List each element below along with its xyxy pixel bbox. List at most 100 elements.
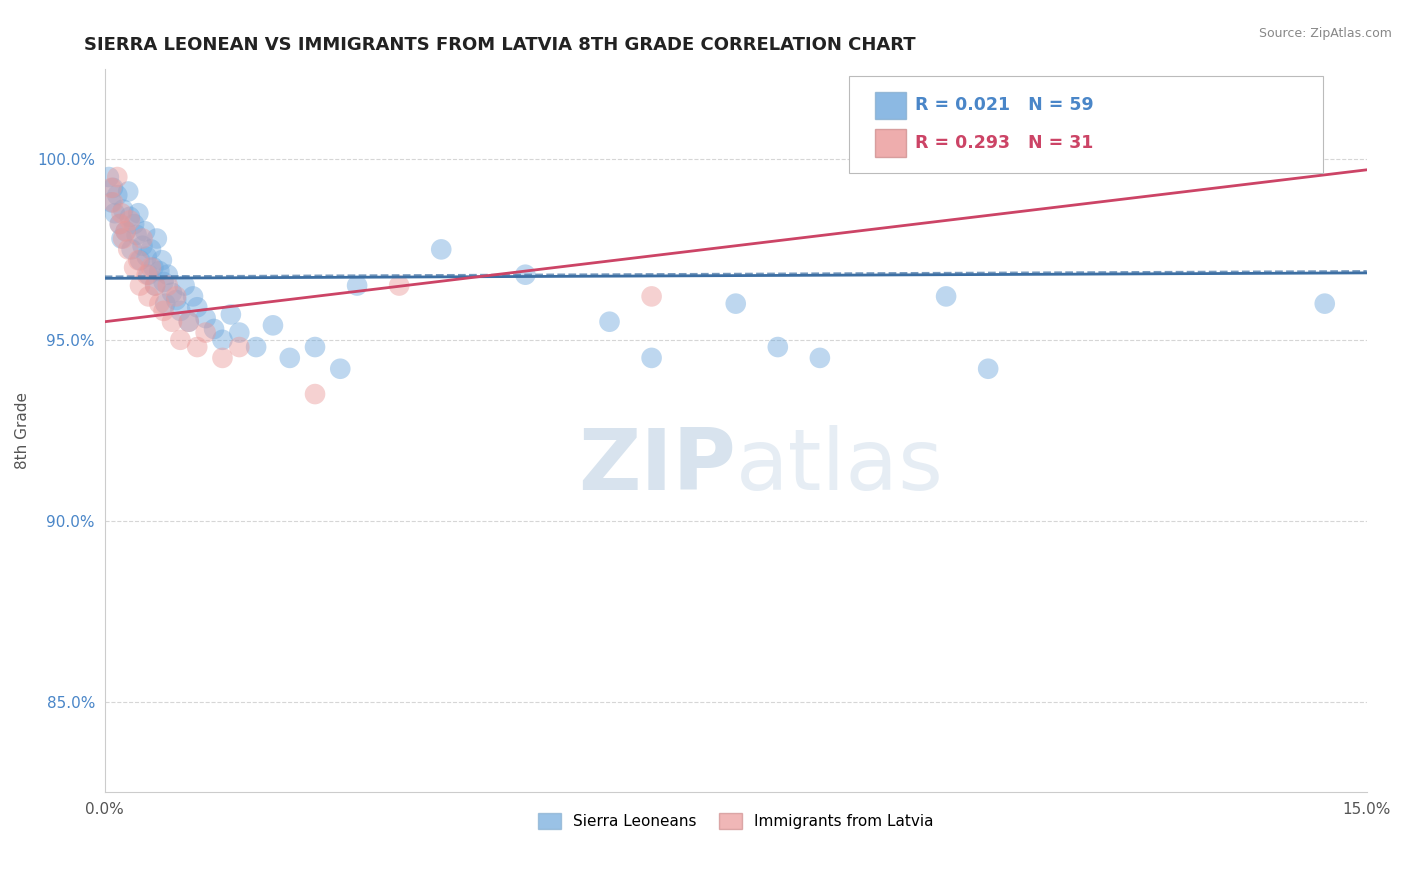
- Point: [304, 340, 326, 354]
- Point: [181, 289, 204, 303]
- Point: [148, 296, 170, 310]
- Bar: [875, 129, 905, 157]
- Point: [117, 185, 139, 199]
- Point: [640, 351, 662, 365]
- Point: [118, 210, 141, 224]
- Text: SIERRA LEONEAN VS IMMIGRANTS FROM LATVIA 8TH GRADE CORRELATION CHART: SIERRA LEONEAN VS IMMIGRANTS FROM LATVIA…: [84, 36, 915, 54]
- Point: [766, 340, 789, 354]
- Point: [127, 253, 149, 268]
- Point: [156, 268, 179, 282]
- Point: [134, 224, 156, 238]
- Point: [977, 361, 1000, 376]
- Point: [169, 304, 191, 318]
- Point: [808, 351, 831, 365]
- Point: [131, 231, 153, 245]
- Point: [114, 224, 136, 238]
- Point: [152, 275, 174, 289]
- Point: [100, 181, 122, 195]
- Point: [219, 308, 242, 322]
- Point: [388, 278, 411, 293]
- Point: [122, 217, 145, 231]
- Point: [278, 351, 301, 365]
- Point: [640, 289, 662, 303]
- Point: [110, 206, 132, 220]
- Point: [599, 315, 621, 329]
- Point: [1313, 296, 1336, 310]
- Text: R = 0.293   N = 31: R = 0.293 N = 31: [915, 134, 1094, 152]
- Point: [156, 278, 179, 293]
- Point: [935, 289, 957, 303]
- Point: [194, 326, 217, 340]
- Point: [202, 322, 225, 336]
- Point: [1271, 145, 1294, 159]
- Point: [228, 340, 250, 354]
- Point: [138, 268, 160, 282]
- Point: [177, 315, 200, 329]
- Point: [228, 326, 250, 340]
- Point: [127, 206, 149, 220]
- Point: [129, 278, 152, 293]
- Point: [724, 296, 747, 310]
- Point: [143, 278, 166, 293]
- Point: [245, 340, 267, 354]
- Bar: [875, 92, 905, 120]
- Point: [131, 239, 153, 253]
- Point: [346, 278, 368, 293]
- Text: ZIP: ZIP: [578, 425, 735, 508]
- Point: [135, 268, 157, 282]
- Point: [165, 293, 187, 307]
- Point: [165, 289, 187, 303]
- Point: [114, 224, 136, 238]
- Point: [143, 278, 166, 293]
- Point: [125, 227, 148, 242]
- Point: [186, 300, 208, 314]
- Point: [155, 296, 177, 310]
- Point: [135, 250, 157, 264]
- Point: [101, 195, 124, 210]
- Point: [430, 243, 453, 257]
- Point: [138, 289, 160, 303]
- Point: [152, 304, 174, 318]
- Legend: Sierra Leoneans, Immigrants from Latvia: Sierra Leoneans, Immigrants from Latvia: [531, 806, 941, 835]
- Text: atlas: atlas: [735, 425, 943, 508]
- Point: [118, 213, 141, 227]
- Point: [173, 278, 195, 293]
- Point: [117, 243, 139, 257]
- Point: [211, 333, 233, 347]
- Point: [112, 202, 135, 217]
- Point: [160, 315, 183, 329]
- Point: [139, 243, 162, 257]
- Point: [177, 315, 200, 329]
- Point: [146, 231, 169, 245]
- Point: [304, 387, 326, 401]
- Point: [329, 361, 352, 376]
- Point: [262, 318, 284, 333]
- Point: [139, 260, 162, 275]
- Point: [97, 169, 120, 184]
- Point: [142, 260, 165, 275]
- Point: [122, 260, 145, 275]
- Point: [104, 206, 127, 220]
- Point: [121, 243, 143, 257]
- Point: [129, 253, 152, 268]
- Point: [100, 195, 122, 210]
- Text: R = 0.021   N = 59: R = 0.021 N = 59: [915, 96, 1094, 114]
- Text: Source: ZipAtlas.com: Source: ZipAtlas.com: [1258, 27, 1392, 40]
- Y-axis label: 8th Grade: 8th Grade: [15, 392, 30, 468]
- Point: [211, 351, 233, 365]
- FancyBboxPatch shape: [849, 76, 1323, 173]
- Point: [101, 181, 124, 195]
- Point: [160, 285, 183, 300]
- Point: [105, 169, 128, 184]
- Point: [112, 231, 135, 245]
- Point: [108, 217, 131, 231]
- Point: [169, 333, 191, 347]
- Point: [108, 217, 131, 231]
- Point: [186, 340, 208, 354]
- Point: [148, 264, 170, 278]
- Point: [515, 268, 537, 282]
- Point: [110, 231, 132, 245]
- Point: [105, 188, 128, 202]
- Point: [194, 311, 217, 326]
- Point: [150, 253, 173, 268]
